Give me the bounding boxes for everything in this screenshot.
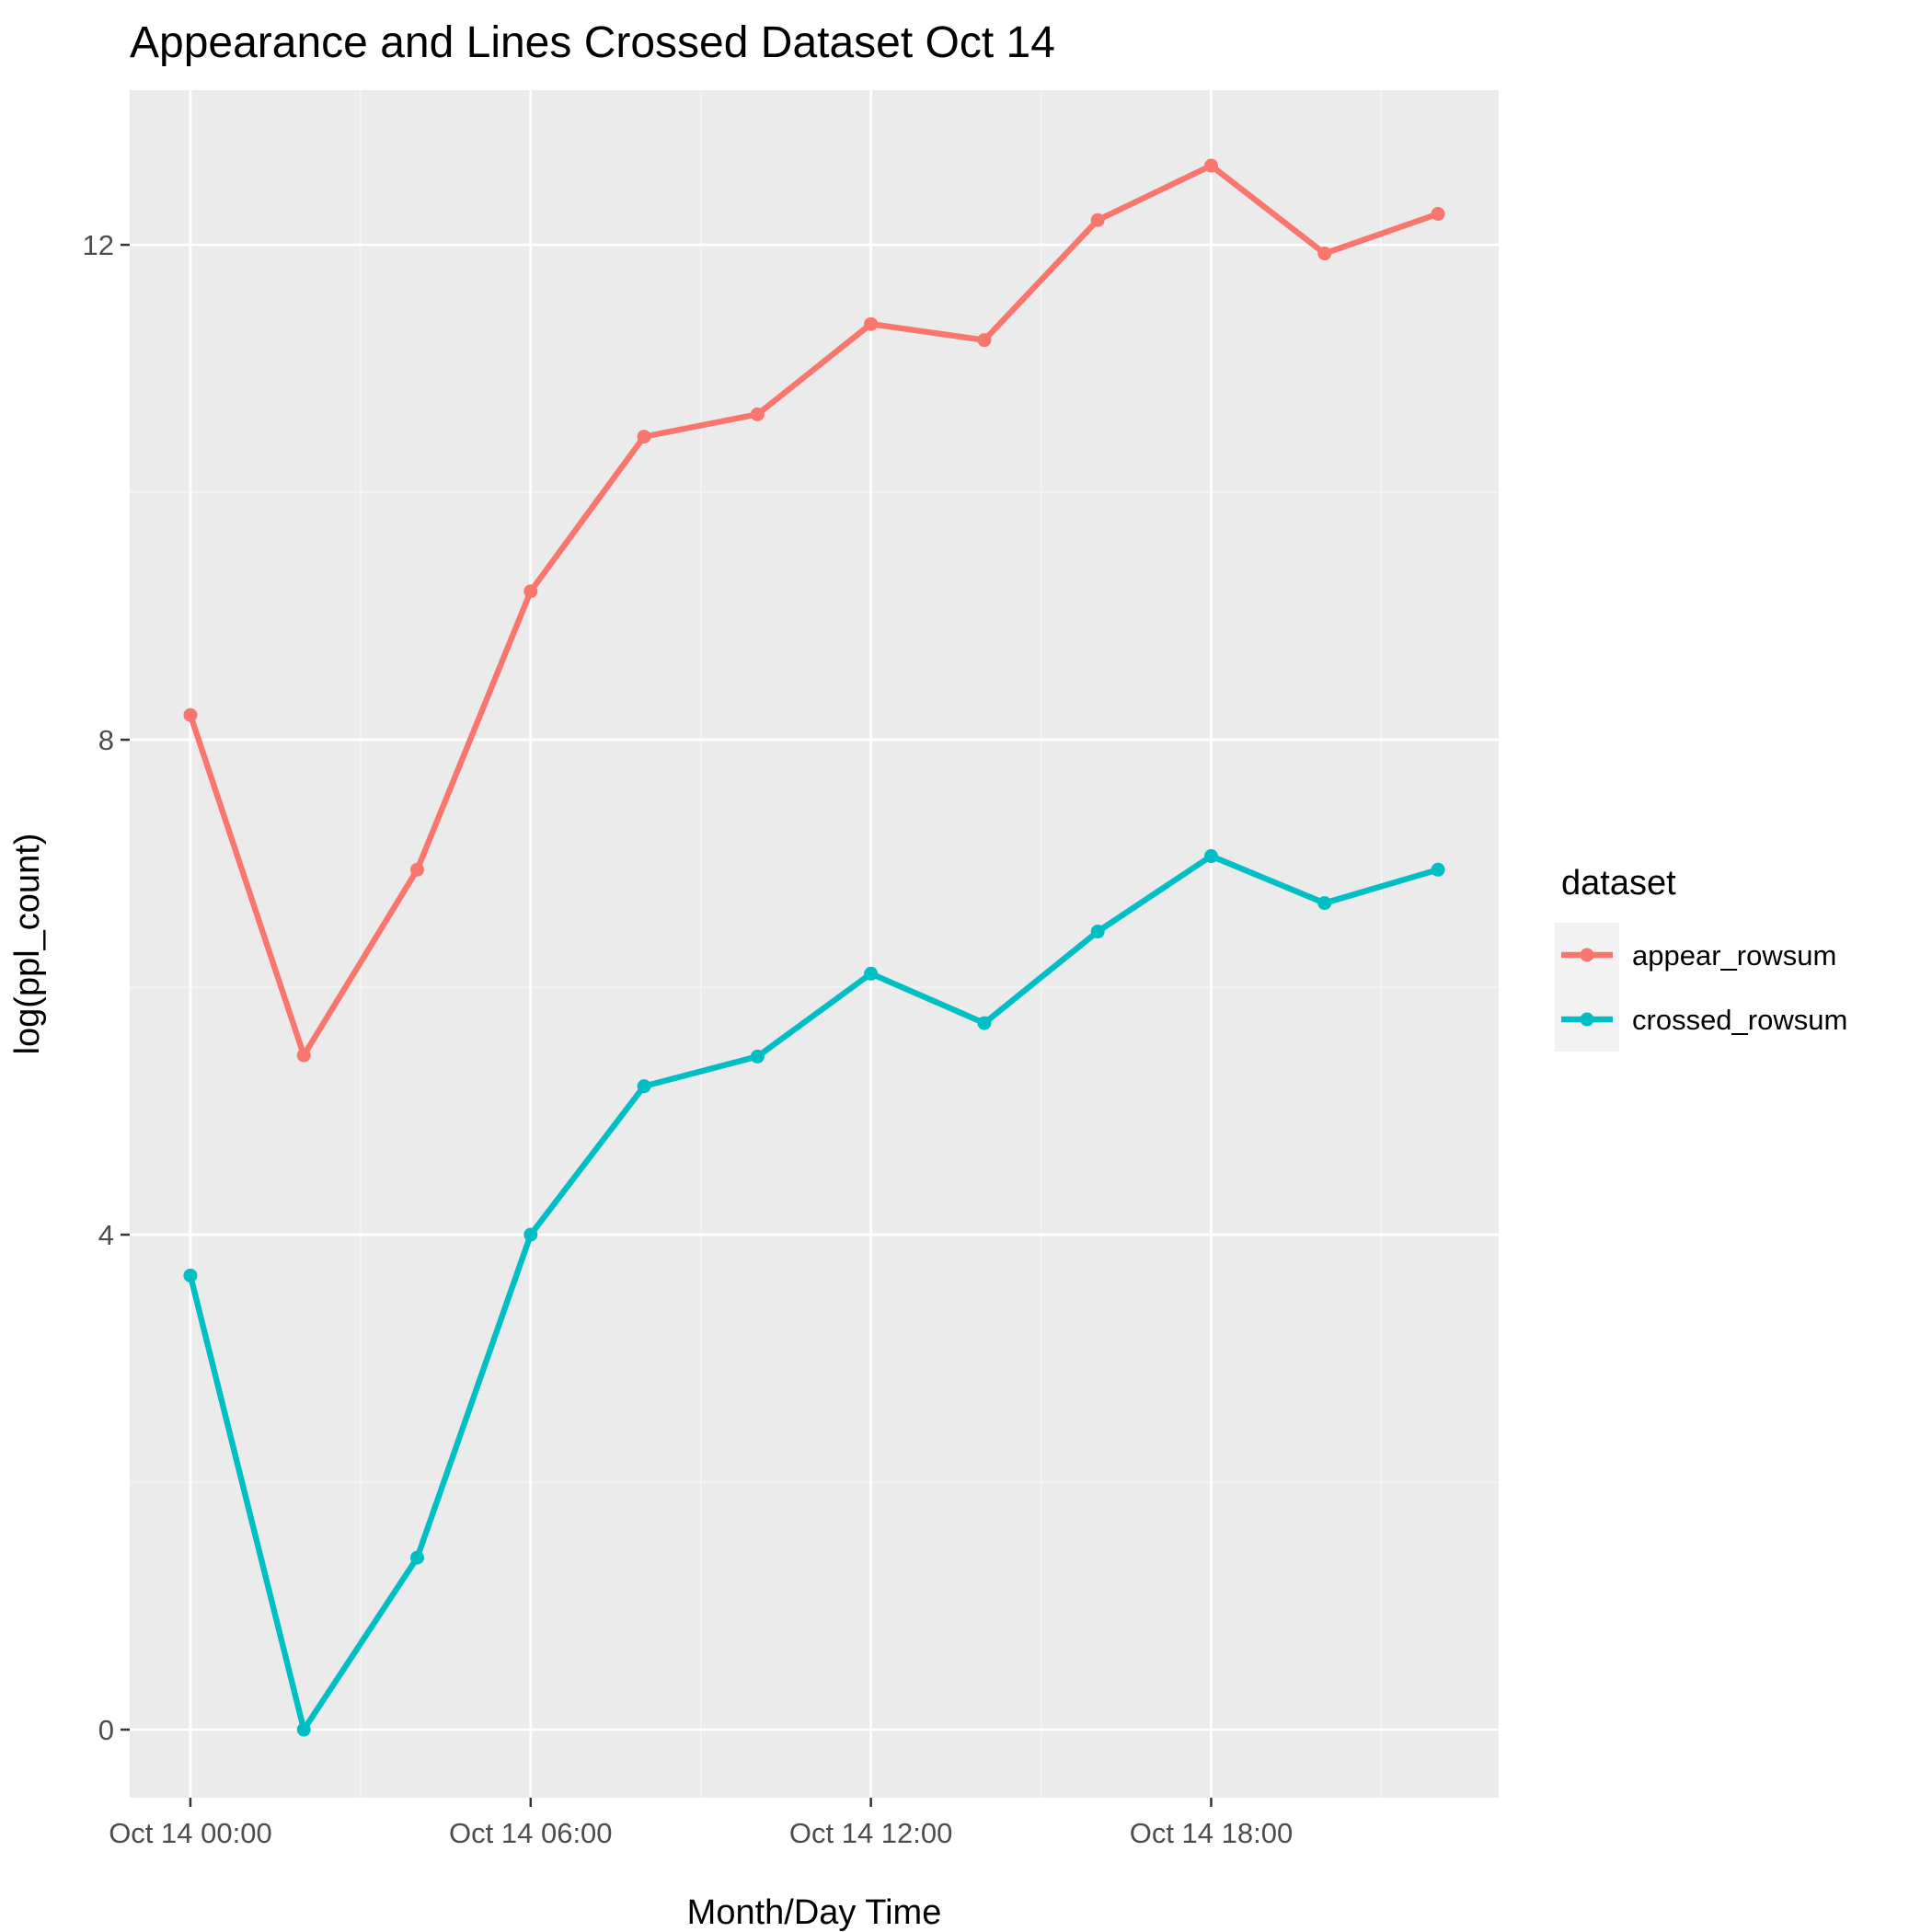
legend-item-crossed_rowsum: crossed_rowsum xyxy=(1555,987,1847,1052)
y-tick-label: 12 xyxy=(83,229,114,261)
data-point-appear_rowsum xyxy=(183,707,198,722)
chart-title: Appearance and Lines Crossed Dataset Oct… xyxy=(130,18,1055,67)
data-point-appear_rowsum xyxy=(637,430,651,444)
x-tick-label: Oct 14 12:00 xyxy=(789,1817,953,1849)
data-point-crossed_rowsum xyxy=(1431,862,1445,877)
data-point-crossed_rowsum xyxy=(1317,896,1332,911)
legend-label: crossed_rowsum xyxy=(1632,1004,1847,1036)
data-point-appear_rowsum xyxy=(1317,247,1332,261)
data-point-appear_rowsum xyxy=(296,1048,311,1063)
data-point-appear_rowsum xyxy=(410,862,425,877)
y-tick-label: 8 xyxy=(98,724,114,756)
series-layer xyxy=(183,158,1445,1737)
x-tick-label: Oct 14 06:00 xyxy=(449,1817,613,1849)
series-crossed_rowsum xyxy=(183,849,1445,1737)
x-tick-label: Oct 14 00:00 xyxy=(109,1817,272,1849)
legend: dataset appear_rowsum crossed_rowsum xyxy=(1555,864,1847,1052)
legend-items: appear_rowsum crossed_rowsum xyxy=(1555,923,1847,1052)
y-axis-title: log(ppl_count) xyxy=(8,834,47,1055)
x-tick-label: Oct 14 18:00 xyxy=(1130,1817,1294,1849)
data-point-appear_rowsum xyxy=(1203,158,1218,173)
data-point-crossed_rowsum xyxy=(750,1049,765,1064)
data-point-appear_rowsum xyxy=(1431,206,1445,221)
legend-label: appear_rowsum xyxy=(1632,939,1836,972)
plot-panel xyxy=(130,90,1499,1798)
legend-key-point xyxy=(1580,1012,1594,1027)
data-point-appear_rowsum xyxy=(864,316,879,331)
data-point-appear_rowsum xyxy=(523,584,538,599)
y-tick-label: 0 xyxy=(98,1714,114,1746)
data-point-crossed_rowsum xyxy=(410,1550,425,1565)
data-point-crossed_rowsum xyxy=(977,1016,992,1030)
series-line-appear_rowsum xyxy=(187,162,1440,1059)
data-point-crossed_rowsum xyxy=(183,1268,198,1282)
x-axis: Oct 14 00:00 Oct 14 06:00 Oct 14 12:00 Oct … xyxy=(109,1798,1293,1849)
data-point-appear_rowsum xyxy=(1090,213,1105,227)
minor-gridlines xyxy=(130,90,1499,1798)
data-point-crossed_rowsum xyxy=(1090,925,1105,939)
y-axis: 0 4 8 12 xyxy=(83,229,130,1746)
legend-title: dataset xyxy=(1561,864,1676,903)
series-line-crossed_rowsum xyxy=(187,853,1439,1733)
data-point-appear_rowsum xyxy=(750,407,765,421)
data-point-crossed_rowsum xyxy=(637,1079,651,1094)
y-tick-label: 4 xyxy=(98,1219,114,1251)
data-point-crossed_rowsum xyxy=(1203,849,1218,864)
legend-key-point xyxy=(1580,948,1594,962)
data-point-crossed_rowsum xyxy=(864,966,879,981)
data-point-appear_rowsum xyxy=(977,333,992,348)
major-gridlines xyxy=(130,90,1499,1798)
data-point-crossed_rowsum xyxy=(296,1722,311,1737)
series-appear_rowsum xyxy=(183,158,1445,1063)
legend-item-appear_rowsum: appear_rowsum xyxy=(1555,923,1836,987)
x-axis-title: Month/Day Time xyxy=(687,1893,942,1932)
data-point-crossed_rowsum xyxy=(523,1227,538,1242)
